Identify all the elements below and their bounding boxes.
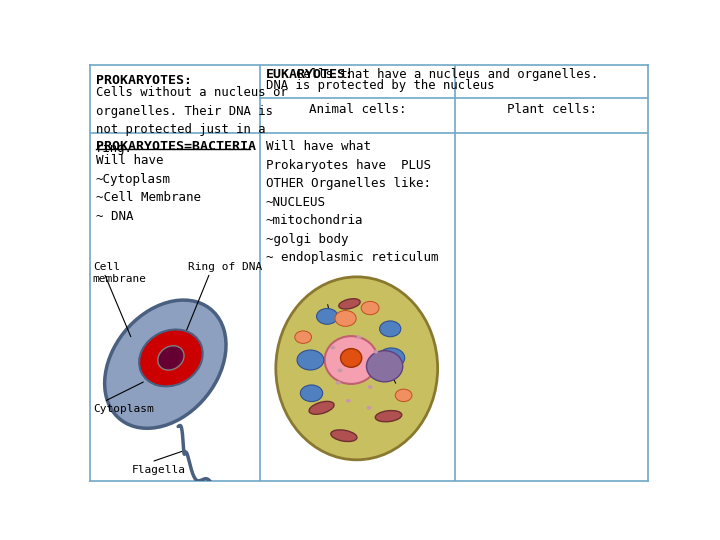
Ellipse shape bbox=[330, 346, 336, 349]
Ellipse shape bbox=[346, 399, 351, 403]
Ellipse shape bbox=[375, 410, 402, 422]
Ellipse shape bbox=[335, 310, 356, 326]
Text: Plant cells:: Plant cells: bbox=[507, 104, 597, 117]
Text: Cell
membrane: Cell membrane bbox=[93, 262, 147, 284]
Ellipse shape bbox=[300, 385, 323, 402]
Ellipse shape bbox=[356, 335, 361, 339]
Ellipse shape bbox=[373, 350, 378, 354]
Ellipse shape bbox=[361, 301, 379, 315]
Ellipse shape bbox=[325, 336, 378, 384]
Text: Flagella: Flagella bbox=[132, 465, 186, 475]
Ellipse shape bbox=[366, 350, 402, 382]
Text: Will have what
Prokaryotes have  PLUS
OTHER Organelles like:
~NUCLEUS
~mitochond: Will have what Prokaryotes have PLUS OTH… bbox=[266, 140, 438, 265]
Text: DNA is protected by the nucleus: DNA is protected by the nucleus bbox=[266, 79, 495, 92]
Ellipse shape bbox=[330, 430, 357, 442]
Ellipse shape bbox=[368, 385, 373, 389]
Ellipse shape bbox=[341, 349, 361, 367]
Ellipse shape bbox=[276, 277, 438, 460]
Text: Cells that have a nucleus and organelles.: Cells that have a nucleus and organelles… bbox=[297, 68, 599, 81]
Ellipse shape bbox=[139, 329, 203, 387]
Text: Cytoplasm: Cytoplasm bbox=[93, 404, 153, 414]
Ellipse shape bbox=[378, 348, 405, 368]
Text: Will have
~Cytoplasm
~Cell Membrane
~ DNA: Will have ~Cytoplasm ~Cell Membrane ~ DN… bbox=[96, 154, 201, 222]
Ellipse shape bbox=[297, 350, 324, 370]
Ellipse shape bbox=[158, 346, 184, 370]
Text: EUKARYOTES:: EUKARYOTES: bbox=[266, 68, 354, 81]
Text: Animal cells:: Animal cells: bbox=[309, 104, 407, 117]
Text: Ring of DNA: Ring of DNA bbox=[188, 262, 262, 272]
Ellipse shape bbox=[104, 300, 226, 428]
Ellipse shape bbox=[339, 299, 360, 309]
Ellipse shape bbox=[309, 401, 334, 414]
Ellipse shape bbox=[338, 368, 343, 372]
Ellipse shape bbox=[317, 308, 338, 324]
Ellipse shape bbox=[366, 406, 372, 410]
Ellipse shape bbox=[294, 331, 312, 343]
Ellipse shape bbox=[336, 381, 341, 385]
Text: PROKARYOTES:: PROKARYOTES: bbox=[96, 74, 192, 87]
Text: Cells without a nucleus or
organelles. Their DNA is
not protected just in a
ring: Cells without a nucleus or organelles. T… bbox=[96, 86, 287, 155]
Ellipse shape bbox=[379, 321, 401, 337]
Ellipse shape bbox=[395, 389, 412, 402]
Text: PROKARYOTES=BACTERIA: PROKARYOTES=BACTERIA bbox=[96, 140, 256, 153]
